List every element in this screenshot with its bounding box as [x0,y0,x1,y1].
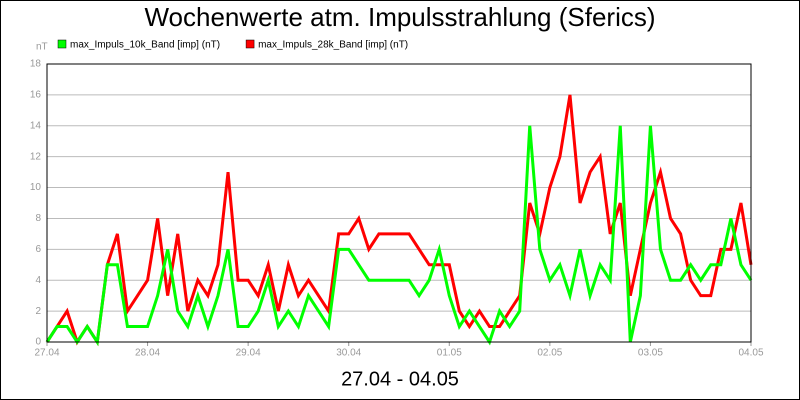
x-tick-label: 28.04 [135,348,160,359]
y-axis-label: nT [36,42,48,53]
x-tick-label: 02.05 [537,348,562,359]
y-tick-label: 12 [30,151,42,162]
x-axis-label: 27.04 - 04.05 [341,368,459,390]
chart-title: Wochenwerte atm. Impulsstrahlung (Sferic… [144,2,655,32]
series-line [45,125,753,347]
y-tick-label: 4 [35,275,41,286]
legend-swatch [57,39,67,49]
y-tick-label: 14 [30,120,42,131]
legend-label: max_Impuls_28k_Band [imp] (nT) [258,40,408,51]
plot-area [46,63,752,343]
y-tick-label: 10 [30,182,42,193]
plot-border [46,63,752,343]
y-tick-label: 16 [30,90,42,101]
legend-swatch [245,39,255,49]
x-tick-label: 29.04 [236,348,261,359]
y-tick-label: 2 [35,306,41,317]
x-tick-label: 04.05 [738,348,763,359]
x-tick-label: 27.04 [34,348,59,359]
x-tick-label: 30.04 [336,348,361,359]
y-tick-label: 6 [35,244,41,255]
y-tick-label: 18 [30,59,42,70]
y-tick-label: 8 [35,213,41,224]
x-tick-label: 01.05 [437,348,462,359]
y-tick-label: 0 [35,337,41,348]
legend-label: max_Impuls_10k_Band [imp] (nT) [70,40,220,51]
x-tick-label: 03.05 [638,348,663,359]
